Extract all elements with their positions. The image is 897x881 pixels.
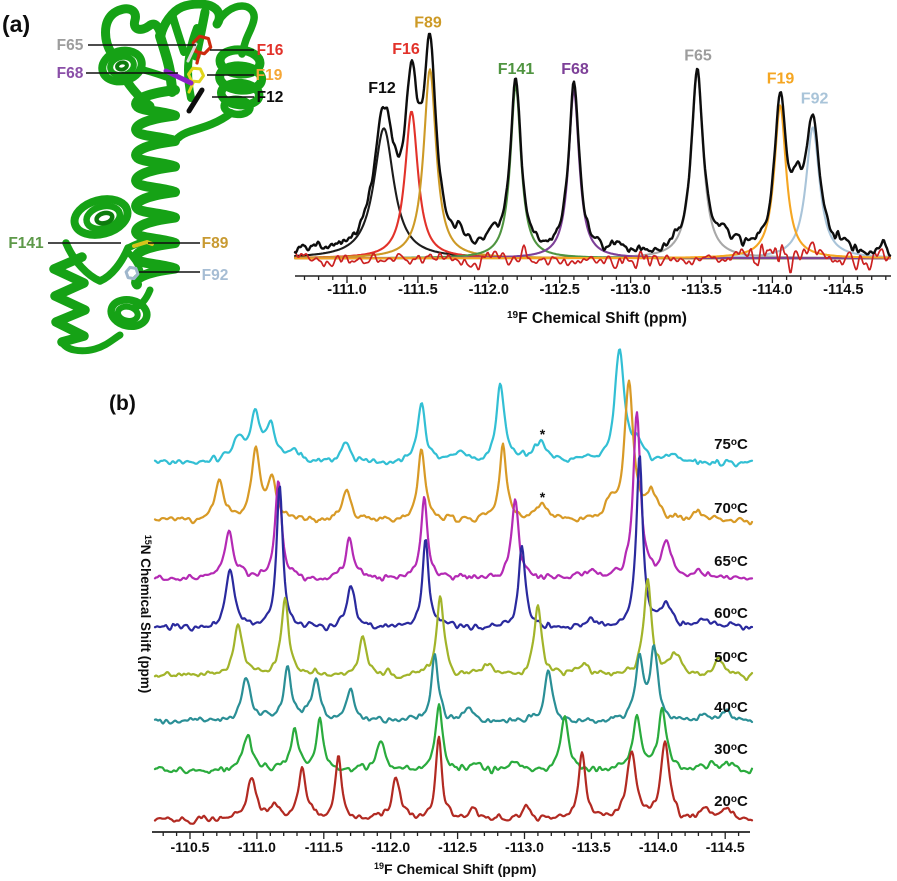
svg-text:-112.5: -112.5 [540,282,580,298]
svg-text:-113.5: -113.5 [572,839,611,855]
svg-text:60oC: 60oC [714,605,748,622]
svg-text:F68: F68 [57,65,84,82]
svg-text:75oC: 75oC [714,436,748,453]
svg-text:-114.0: -114.0 [639,839,678,855]
svg-text:-113.5: -113.5 [681,282,721,298]
svg-text:F141: F141 [498,61,535,78]
svg-text:15N Chemical Shift (ppm): 15N Chemical Shift (ppm) [138,535,153,694]
svg-text:-112.5: -112.5 [438,839,477,855]
svg-text:F68: F68 [561,61,589,78]
svg-text:20oC: 20oC [714,793,748,810]
svg-text:(a): (a) [2,11,30,37]
svg-text:F65: F65 [57,37,84,54]
svg-text:F92: F92 [202,267,229,284]
svg-text:F92: F92 [801,91,829,108]
svg-text:-111.5: -111.5 [305,839,343,855]
svg-text:40oC: 40oC [714,699,748,716]
svg-text:F19: F19 [767,71,795,88]
svg-text:*: * [540,426,546,442]
svg-text:F141: F141 [8,235,44,252]
svg-text:*: * [540,489,546,505]
svg-text:F89: F89 [202,235,229,252]
svg-text:F89: F89 [414,15,442,32]
svg-text:-114.5: -114.5 [823,282,863,298]
svg-text:-113.0: -113.0 [610,282,650,298]
svg-text:70oC: 70oC [714,500,748,517]
svg-text:F16: F16 [392,41,420,58]
svg-text:(b): (b) [109,392,136,415]
svg-text:19F Chemical Shift (ppm): 19F Chemical Shift (ppm) [374,861,536,877]
svg-text:19F Chemical Shift (ppm): 19F Chemical Shift (ppm) [507,310,687,327]
svg-text:-110.5: -110.5 [171,839,210,855]
svg-text:F65: F65 [684,48,712,65]
svg-text:-112.0: -112.0 [371,839,410,855]
svg-text:F12: F12 [257,89,284,106]
svg-text:F16: F16 [257,42,284,59]
svg-text:50oC: 50oC [714,649,748,666]
svg-text:-111.5: -111.5 [398,282,438,298]
svg-text:-114.5: -114.5 [706,839,745,855]
svg-text:-112.0: -112.0 [469,282,509,298]
svg-text:-111.0: -111.0 [327,282,367,298]
svg-text:F12: F12 [368,80,396,97]
svg-text:30oC: 30oC [714,741,748,758]
svg-text:F19: F19 [256,67,283,84]
svg-text:-114.0: -114.0 [752,282,792,298]
svg-text:-113.0: -113.0 [505,839,544,855]
svg-text:65oC: 65oC [714,553,748,570]
svg-text:-111.0: -111.0 [238,839,276,855]
